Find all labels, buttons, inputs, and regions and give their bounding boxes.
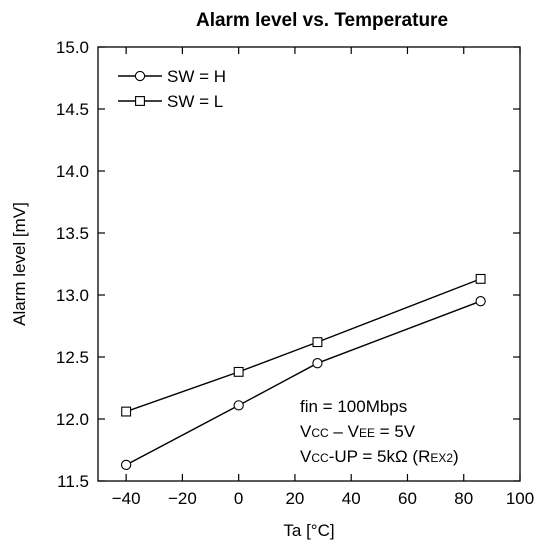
y-axis-label: Alarm level [mV]	[10, 202, 29, 326]
y-tick-label: 15.0	[56, 38, 89, 57]
y-tick-label: 14.5	[56, 100, 89, 119]
legend-marker	[135, 96, 145, 106]
legend-label: SW = H	[167, 67, 226, 86]
series-line	[125, 278, 481, 413]
series-sw-l	[121, 273, 486, 417]
x-tick-label: 0	[234, 489, 243, 508]
annotation-line: fin = 100Mbps	[300, 397, 407, 416]
legend-marker	[134, 70, 146, 82]
legend-item: SW = L	[118, 92, 223, 111]
data-point	[312, 358, 323, 369]
y-tick-label: 14.0	[56, 162, 89, 181]
legend-item: SW = H	[118, 67, 226, 86]
data-point	[312, 337, 323, 348]
x-axis-label: Ta [°C]	[283, 521, 334, 540]
series-line	[125, 300, 481, 466]
legend: SW = H SW = L	[118, 67, 226, 111]
x-tick-label: 40	[342, 489, 361, 508]
y-tick-label: 13.0	[56, 286, 89, 305]
y-tick-label: 13.5	[56, 224, 89, 243]
data-point	[475, 273, 486, 284]
chart-title: Alarm level vs. Temperature	[196, 10, 448, 31]
series-sw-h	[120, 296, 486, 471]
annotation-line: VCC – VEE = 5V	[300, 422, 416, 441]
y-tick-label: 12.0	[56, 410, 89, 429]
legend-label: SW = L	[167, 92, 223, 111]
plot-area-frame	[97, 46, 521, 482]
x-tick-label: −20	[168, 489, 197, 508]
axis-ticks: −40 −20 0 20 40 60 80 100 11.5 12.0 12.5 13.0 13.5 14…	[56, 38, 534, 508]
y-tick-label: 11.5	[57, 472, 89, 491]
annotation-line: VCC-UP = 5kΩ (REX2)	[300, 447, 459, 466]
y-tick-label: 12.5	[56, 348, 89, 367]
x-tick-label: 100	[506, 489, 534, 508]
data-point	[120, 459, 132, 471]
annotation-box: fin = 100Mbps VCC – VEE = 5V VCC-UP = 5kΩ …	[300, 397, 459, 466]
x-tick-label: 20	[285, 489, 304, 508]
data-point	[475, 296, 486, 307]
data-point	[233, 400, 244, 411]
x-tick-label: 80	[454, 489, 473, 508]
x-tick-label: −40	[112, 489, 141, 508]
data-point	[121, 406, 132, 417]
series-layer	[120, 273, 486, 471]
data-point	[233, 366, 244, 377]
x-tick-label: 60	[398, 489, 417, 508]
